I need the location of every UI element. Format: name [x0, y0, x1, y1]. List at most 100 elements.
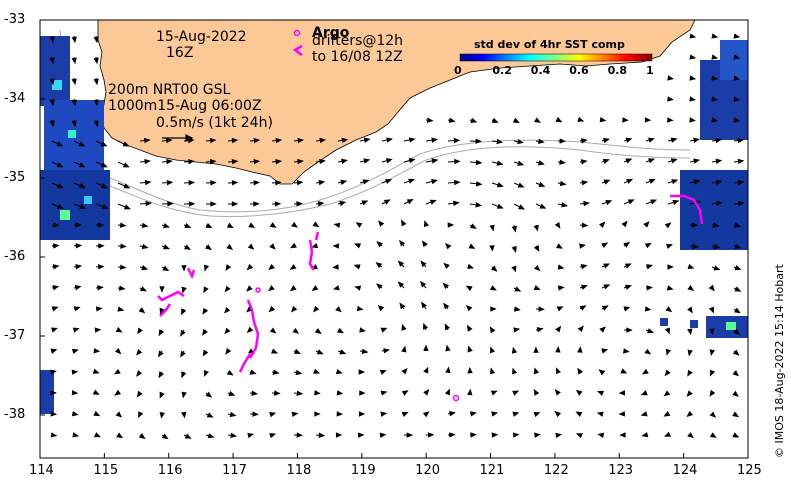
current-arrow-head: [663, 390, 671, 397]
current-arrow-head: [583, 200, 590, 207]
current-arrow-head: [335, 368, 343, 375]
current-arrow-head: [71, 78, 77, 86]
current-arrow-head: [511, 246, 517, 253]
current-arrow-head: [293, 348, 301, 354]
current-arrow-head: [470, 411, 477, 417]
current-arrow-head: [667, 117, 674, 123]
current-arrow-head: [554, 389, 561, 396]
current-arrow-head: [737, 137, 745, 144]
current-arrow-head: [253, 180, 261, 186]
x-tick-label: 119: [350, 463, 376, 478]
current-arrow-head: [475, 138, 482, 144]
current-arrow-head: [423, 344, 429, 351]
current-arrow-head: [449, 411, 456, 417]
x-tick-label: 114: [29, 463, 54, 478]
x-tick-label: 125: [737, 463, 762, 478]
current-arrow-head: [114, 347, 122, 355]
current-arrow-head: [78, 183, 86, 189]
current-arrow-head: [71, 411, 79, 417]
current-arrow-head: [557, 264, 565, 270]
current-arrow-head: [665, 306, 673, 313]
current-arrow-head: [166, 179, 174, 186]
current-arrow-head: [475, 181, 483, 187]
argo-label: Argo: [312, 25, 350, 41]
current-arrow-head: [401, 412, 409, 418]
current-arrow-head: [203, 264, 210, 272]
current-arrow-head: [554, 410, 562, 418]
current-arrow-head: [359, 390, 366, 396]
current-arrow-head: [490, 285, 497, 291]
current-arrow-head: [555, 325, 562, 333]
current-arrow-head: [489, 224, 495, 232]
current-arrow-head: [49, 36, 55, 44]
current-arrow-head: [122, 141, 130, 147]
current-arrow-head: [225, 348, 232, 355]
current-arrow-head: [672, 199, 680, 206]
current-arrow-head: [533, 264, 541, 272]
current-arrow-head: [100, 141, 108, 147]
current-arrow-head: [354, 285, 362, 291]
current-arrow-head: [333, 222, 341, 229]
current-arrow-head: [575, 389, 583, 396]
current-arrow-head: [687, 349, 693, 357]
current-arrow-head: [118, 285, 126, 291]
current-arrow-head: [555, 367, 561, 375]
current-arrow-head: [161, 433, 169, 440]
current-arrow-head: [358, 369, 366, 375]
current-arrow-head: [180, 411, 187, 419]
current-arrow-head: [490, 265, 498, 272]
current-arrow-head: [475, 159, 483, 166]
current-arrow-head: [489, 326, 496, 334]
current-arrow-head: [429, 199, 437, 205]
current-arrow-head: [100, 162, 108, 168]
current-arrow-head: [380, 411, 388, 417]
current-arrow-head: [466, 324, 473, 332]
current-arrow-head: [319, 158, 326, 165]
current-arrow-head: [579, 243, 586, 249]
current-arrow-head: [644, 242, 652, 249]
current-arrow-head: [115, 411, 123, 418]
current-arrow-head: [231, 201, 239, 207]
current-arrow-head: [420, 260, 427, 268]
current-arrow-head: [627, 199, 635, 205]
axis-ticks: [39, 19, 749, 458]
current-arrow-head: [158, 350, 164, 358]
current-arrow-head: [314, 411, 321, 417]
current-arrow-head: [601, 305, 609, 311]
y-tick-label: -37: [4, 328, 26, 343]
current-arrow-head: [52, 222, 60, 228]
current-arrow-head: [514, 286, 522, 292]
current-arrow-head: [689, 75, 697, 81]
x-tick-label: 115: [93, 463, 119, 478]
current-arrow-head: [444, 323, 450, 331]
current-arrow-head: [687, 432, 694, 439]
current-arrow-head: [599, 117, 607, 123]
current-arrow-head: [297, 137, 305, 144]
current-arrow-head: [231, 137, 239, 144]
current-arrow-head: [122, 162, 130, 168]
current-arrow-head: [445, 366, 451, 374]
current-arrow-head: [734, 243, 742, 249]
current-arrow-head: [577, 325, 584, 333]
current-arrow-head: [231, 180, 239, 186]
current-arrow-head: [708, 284, 715, 292]
current-arrow-head: [383, 348, 391, 354]
current-arrow-head: [137, 327, 143, 335]
current-arrow-head: [210, 201, 217, 207]
current-arrow-head: [734, 286, 742, 292]
current-arrow-head: [469, 223, 477, 229]
current-arrow-head: [534, 432, 541, 438]
x-tick-label: 124: [672, 463, 698, 478]
current-arrow-head: [619, 432, 626, 438]
current-arrow-head: [449, 432, 456, 438]
hour-label: 16Z: [166, 45, 194, 61]
current-arrow-head: [711, 75, 719, 81]
current-arrow-head: [94, 432, 101, 438]
current-arrow-head: [316, 349, 324, 355]
current-arrow-head: [643, 221, 650, 228]
current-arrow-head: [431, 137, 439, 143]
current-arrow-head: [401, 345, 407, 353]
current-arrow-head: [202, 329, 208, 336]
current-arrow-head: [648, 178, 656, 184]
drifter-tracks: [157, 194, 704, 373]
